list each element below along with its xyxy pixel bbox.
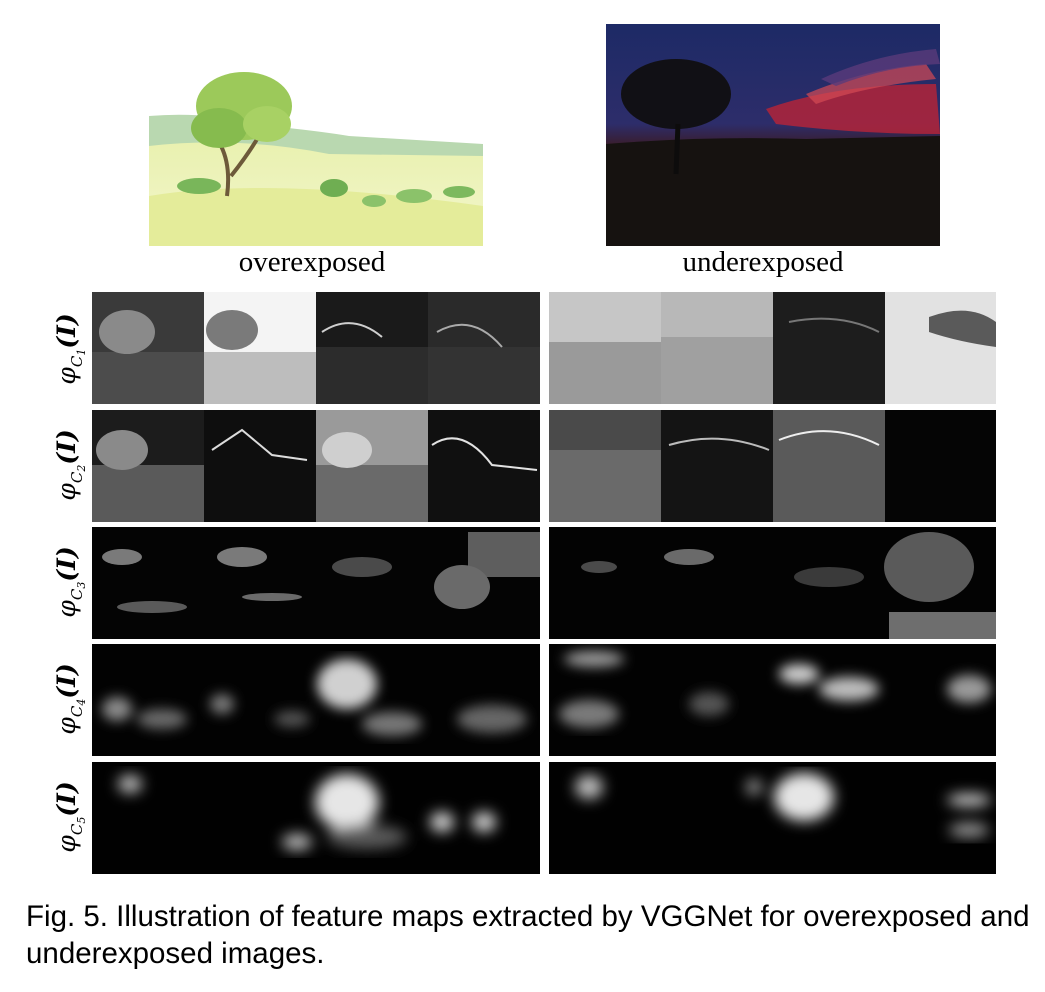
feature-map-under-c3 (549, 527, 996, 639)
feature-map-over-c4 (92, 644, 540, 756)
feature-map-over-c1 (92, 292, 540, 404)
row-label-c1: φC1(I) (52, 313, 88, 385)
row-label-c2: φC2(I) (52, 429, 88, 501)
feature-map-under-c5 (549, 762, 996, 874)
row-label-c5: φC5(I) (52, 781, 88, 853)
feature-map-over-c5 (92, 762, 540, 874)
row-label-c4: φC4(I) (52, 663, 88, 735)
feature-map-under-c2 (549, 410, 996, 522)
overexposed-photo (149, 56, 483, 246)
feature-map-over-c2 (92, 410, 540, 522)
overexposed-label: overexposed (238, 246, 386, 278)
feature-map-under-c1 (549, 292, 996, 404)
feature-map-over-c3 (92, 527, 540, 639)
underexposed-photo (606, 24, 940, 246)
feature-map-under-c4 (549, 644, 996, 756)
row-label-c3: φC3(I) (52, 546, 88, 618)
figure-caption: Fig. 5. Illustration of feature maps ext… (26, 900, 1030, 970)
underexposed-label: underexposed (682, 246, 844, 278)
